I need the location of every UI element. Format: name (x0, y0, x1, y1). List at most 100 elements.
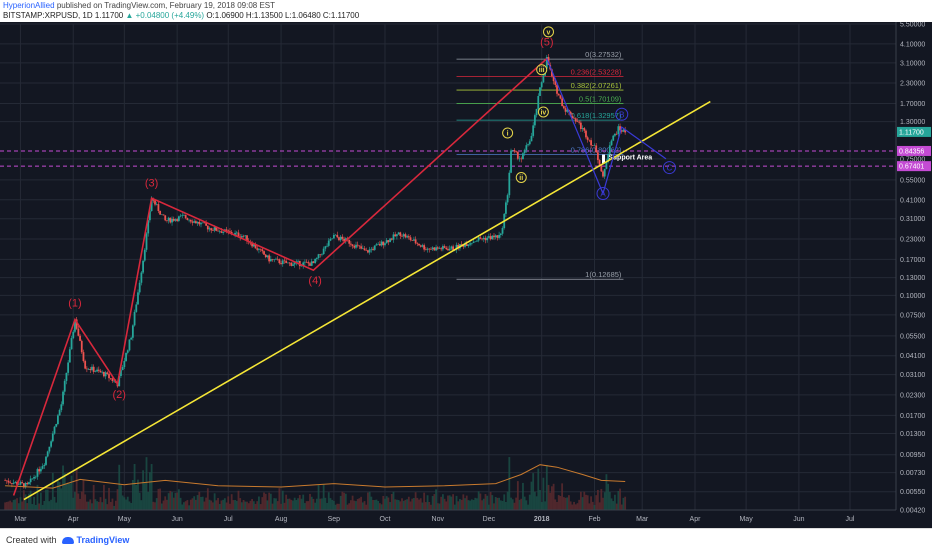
candle-body (368, 249, 371, 253)
candle-body (460, 244, 463, 245)
candle-body (520, 158, 523, 160)
candle-body (547, 57, 550, 65)
footer-credit: Created with TradingView (6, 535, 129, 545)
candle-body (498, 235, 501, 238)
candle-body (440, 248, 443, 250)
candle-body (511, 150, 514, 151)
wave-minor-marker (537, 106, 549, 118)
candle-body (614, 133, 616, 136)
candle-body (33, 476, 35, 479)
candle-body (481, 238, 483, 240)
volume-bar (167, 493, 170, 510)
volume-bar (203, 501, 206, 510)
candle-body (327, 240, 330, 246)
candle-body (464, 244, 466, 247)
volume-bar (31, 504, 34, 510)
candle-body (315, 257, 318, 259)
candle-body (227, 230, 230, 232)
candle-body (108, 373, 110, 379)
volume-bar (263, 492, 265, 510)
volume-bar (346, 504, 349, 510)
candle-body (297, 260, 299, 262)
candle-body (34, 476, 37, 478)
wave-minor-marker (502, 127, 514, 139)
volume-bar (533, 491, 536, 510)
correction-label: A (600, 190, 606, 199)
candle-body (137, 292, 139, 305)
volume-bar (608, 491, 611, 510)
candle-body (50, 441, 53, 447)
volume-bar (264, 493, 267, 510)
candle-body (530, 135, 533, 142)
volume-bar (184, 501, 187, 510)
candle-body (138, 282, 141, 293)
candle-body (482, 237, 485, 240)
candle-body (280, 263, 282, 265)
volume-bar (438, 503, 441, 510)
price-chart[interactable]: 0(3.27532) 0.236(2.53228) 0.382(2.07261) 0.… (0, 22, 932, 528)
volume-bar (304, 503, 306, 510)
candle-body (409, 237, 412, 241)
candle-body (571, 116, 574, 119)
volume-bar (472, 500, 475, 510)
candle-body (210, 228, 213, 231)
volume-bar (581, 497, 584, 510)
volume-bar (179, 497, 182, 510)
candle-body (467, 244, 470, 247)
volume-bar (486, 495, 489, 510)
volume-bar (535, 496, 538, 510)
tradingview-brand[interactable]: TradingView (76, 535, 130, 545)
candle-body (372, 248, 374, 250)
candle-body (486, 237, 489, 241)
volume-bar (41, 504, 44, 510)
candle-body (522, 153, 524, 160)
volume-bar (188, 505, 190, 510)
candle-body (476, 240, 478, 242)
candle-body (263, 251, 265, 255)
candle-body (218, 231, 221, 232)
candle-body (583, 128, 586, 131)
volume-bar (189, 499, 192, 510)
volume-bar (240, 502, 243, 510)
volume-bar (392, 491, 395, 510)
volume-bar (36, 484, 39, 510)
candle-body (612, 135, 615, 141)
support-area-marker (602, 154, 606, 164)
candle-body (288, 262, 291, 264)
candle-body (305, 261, 308, 263)
candle-body (561, 98, 564, 107)
volume-bar (28, 493, 30, 510)
candle-body (457, 244, 460, 249)
candle-body (312, 261, 315, 263)
volume-bar (183, 502, 185, 510)
volume-bar (55, 502, 58, 510)
volume-bar (375, 499, 378, 510)
volume-bar (360, 496, 363, 510)
volume-bar (247, 503, 250, 510)
candle-body (431, 247, 434, 250)
wave-major-path (12, 58, 548, 496)
price-badge (897, 145, 931, 156)
volume-bar (155, 498, 158, 510)
time-axis[interactable]: Mar Apr May Jun Jul Aug Sep Oct Nov Dec 2018 Feb Mar… (0, 509, 896, 523)
volume-bar (397, 500, 400, 510)
candle-body (384, 243, 386, 246)
candle-body (353, 245, 356, 248)
volume-bar (239, 498, 242, 510)
volume-bar (181, 504, 184, 510)
candle-body (79, 335, 81, 341)
author-link[interactable]: HyperionAllied (3, 1, 55, 10)
volume-bar (426, 495, 429, 510)
x-tick-label: Mar (636, 516, 649, 523)
price-axis[interactable]: 5.50000 4.10000 3.10000 2.30000 1.70000 1.300… (895, 22, 932, 528)
x-tick-label: Apr (68, 516, 80, 523)
candle-body (607, 153, 610, 163)
volume-bar (605, 474, 608, 510)
volume-bar (576, 503, 579, 510)
volume-bar (411, 498, 414, 510)
x-tick-label: Nov (432, 516, 445, 523)
volume-bar (251, 498, 254, 510)
volume-bar (38, 503, 41, 510)
volume-bar (469, 500, 472, 510)
volume-bar (578, 499, 581, 510)
